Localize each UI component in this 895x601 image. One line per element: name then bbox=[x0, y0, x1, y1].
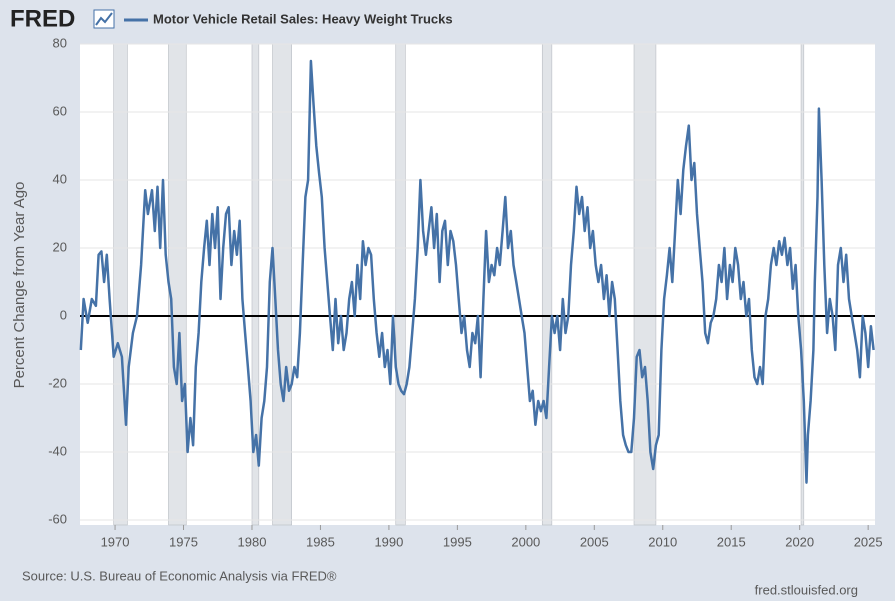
y-tick-label: -20 bbox=[48, 375, 67, 390]
x-tick-label: 1975 bbox=[169, 534, 198, 549]
recession-band bbox=[633, 43, 657, 526]
x-tick-label: 2025 bbox=[854, 534, 883, 549]
x-tick-label: 2020 bbox=[785, 534, 814, 549]
recession-band bbox=[800, 43, 805, 526]
y-tick-label: 60 bbox=[53, 103, 67, 118]
logo: FRED bbox=[10, 5, 75, 32]
x-tick-label: 2005 bbox=[580, 534, 609, 549]
y-tick-label: 20 bbox=[53, 239, 67, 254]
logo-icon bbox=[93, 9, 115, 29]
y-tick-label: -40 bbox=[48, 443, 67, 458]
y-tick-label: 0 bbox=[60, 307, 67, 322]
recession-band bbox=[113, 43, 128, 526]
recession-band bbox=[395, 43, 406, 526]
y-tick-label: 80 bbox=[53, 35, 67, 50]
y-tick-label: 40 bbox=[53, 171, 67, 186]
data-line bbox=[79, 59, 875, 484]
x-tick-label: 1995 bbox=[443, 534, 472, 549]
recession-band bbox=[168, 43, 187, 526]
x-tick-label: 1970 bbox=[101, 534, 130, 549]
source: Source: U.S. Bureau of Economic Analysis… bbox=[22, 568, 337, 583]
x-tick-label: 1990 bbox=[374, 534, 403, 549]
x-tick-label: 2010 bbox=[648, 534, 677, 549]
recession-band bbox=[541, 43, 553, 526]
x-tick-label: 2000 bbox=[511, 534, 540, 549]
y-tick-label: -60 bbox=[48, 511, 67, 526]
x-tick-label: 1980 bbox=[238, 534, 267, 549]
y-axis-label: Percent Change from Year Ago bbox=[11, 182, 28, 389]
plot-area bbox=[80, 44, 875, 525]
site: fred.stlouisfed.org bbox=[755, 582, 858, 597]
x-tick-label: 1985 bbox=[306, 534, 335, 549]
logo-icon-line bbox=[95, 12, 113, 26]
x-tick-label: 2015 bbox=[717, 534, 746, 549]
legend-label: Motor Vehicle Retail Sales: Heavy Weight… bbox=[153, 11, 453, 26]
